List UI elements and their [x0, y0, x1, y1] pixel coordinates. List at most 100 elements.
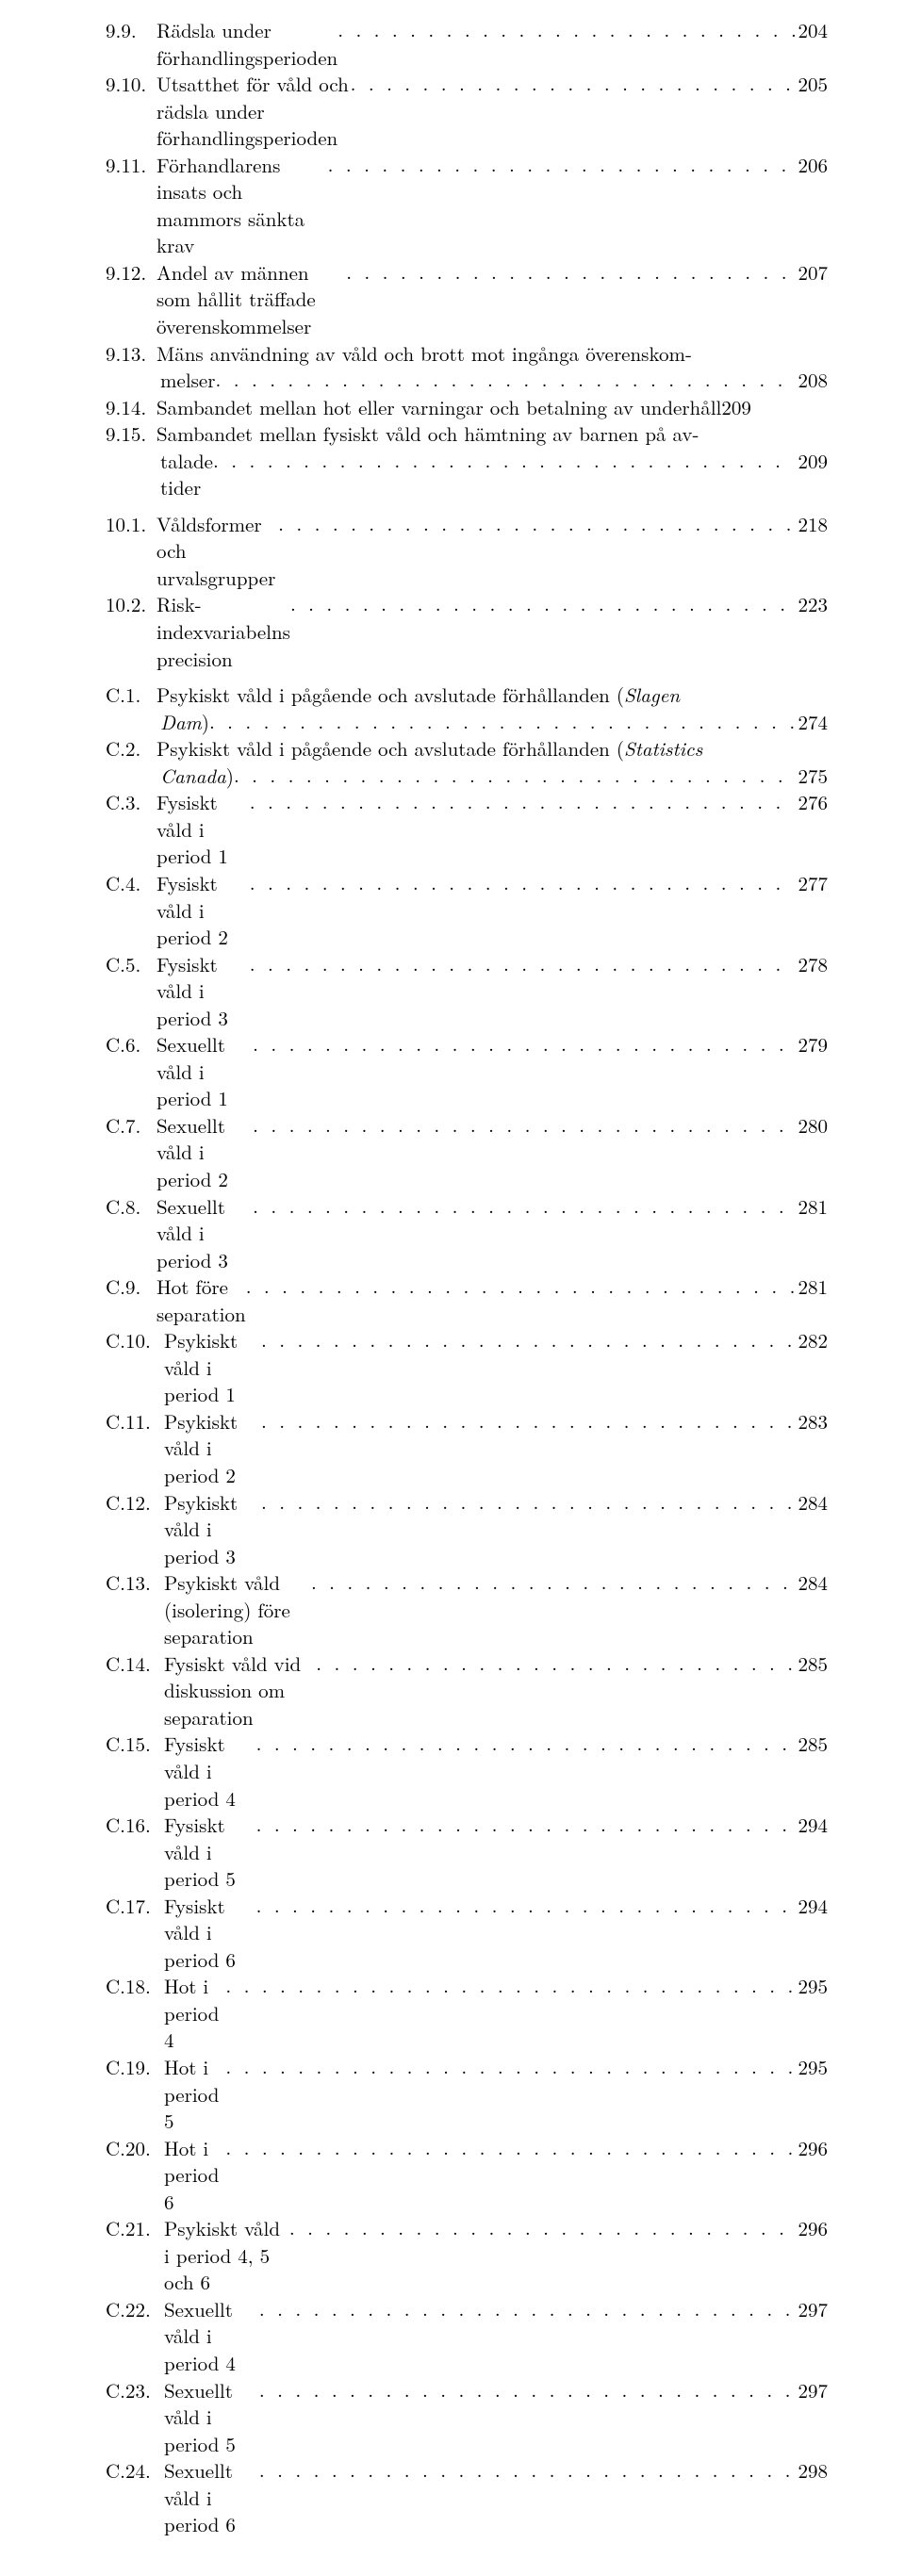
toc-page: 285 [795, 1650, 829, 1678]
toc-leader [351, 70, 795, 97]
toc-title: talade tider [160, 448, 213, 501]
toc-leader [253, 1030, 794, 1058]
toc-title-italic: Canada [160, 762, 226, 790]
toc-title-part: Psykiskt våld i pågående och avslutade f… [156, 734, 624, 763]
toc-leader [261, 1488, 795, 1516]
toc-entry: 10.1. Våldsformer och urvalsgrupper 218 [106, 511, 828, 592]
table-of-contents: 9.9. Rädsla under förhandlingsperioden 2… [106, 17, 828, 2538]
toc-title: Hot i period 5 [164, 2054, 225, 2135]
toc-title: Fysiskt våld i period 2 [156, 870, 250, 951]
toc-page: 277 [795, 870, 829, 897]
toc-title: Hot i period 6 [164, 2135, 225, 2216]
toc-entry: C.20.Hot i period 6296 [106, 2135, 828, 2216]
toc-leader [209, 708, 795, 735]
toc-number: C.15. [106, 1731, 164, 1758]
toc-page: 206 [795, 152, 829, 179]
toc-leader [250, 950, 795, 977]
toc-number: C.24. [106, 2457, 164, 2485]
toc-entry: C.18.Hot i period 4295 [106, 1973, 828, 2054]
toc-entry: C.1. Psykiskt våld i pågående och avslut… [106, 681, 828, 709]
toc-entry: C.22.Sexuellt våld i period 4297 [106, 2296, 828, 2377]
toc-number: C.9. [106, 1273, 156, 1301]
toc-page: 297 [795, 2296, 829, 2323]
toc-title: Fysiskt våld i period 4 [164, 1731, 256, 1812]
toc-title: Fysiskt våld i period 1 [156, 789, 250, 870]
toc-page: 282 [795, 1327, 829, 1354]
toc-number: 9.14. [106, 394, 156, 421]
toc-entry: C.7.Sexuellt våld i period 2 280 [106, 1112, 828, 1193]
toc-page: 205 [795, 71, 829, 98]
toc-number: C.5. [106, 951, 156, 978]
toc-number: 9.9. [106, 17, 156, 44]
toc-page: 278 [795, 951, 829, 978]
toc-title: Psykiskt våld i period 4, 5 och 6 [164, 2215, 289, 2296]
toc-number: C.8. [106, 1193, 156, 1221]
toc-leader [216, 366, 795, 393]
toc-title: Psykiskt våld (isolering) före separatio… [164, 1569, 311, 1650]
toc-page: 295 [795, 2054, 829, 2081]
toc-title: Psykiskt våld i period 3 [164, 1489, 261, 1570]
toc-leader [278, 510, 794, 537]
toc-leader [311, 1568, 795, 1596]
toc-leader [225, 1972, 794, 1999]
toc-title-italic: Slagen [624, 681, 680, 709]
toc-number: C.7. [106, 1112, 156, 1140]
toc-page: 209 [721, 394, 751, 421]
toc-number: C.4. [106, 870, 156, 897]
toc-entry: 9.10. Utsatthet för våld och rädsla unde… [106, 71, 828, 152]
toc-entry: C.10.Psykiskt våld i period 1282 [106, 1327, 828, 1408]
toc-entry: 10.2. Risk-indexvariabelns precision 223 [106, 591, 828, 672]
toc-title-part: Psykiskt våld i pågående och avslutade f… [156, 681, 624, 709]
toc-leader [259, 2456, 795, 2484]
toc-page: 281 [795, 1273, 829, 1301]
toc-title: Psykiskt våld i pågående och avslutade f… [156, 735, 702, 763]
toc-page: 280 [795, 1112, 829, 1140]
toc-title: Psykiskt våld i pågående och avslutade f… [156, 681, 680, 709]
toc-page: 283 [795, 1408, 829, 1436]
toc-entry: 9.11. Förhandlarens insats och mammors s… [106, 152, 828, 259]
toc-title-italic: Dam [160, 708, 202, 736]
toc-leader [225, 2134, 794, 2161]
toc-entry: 9.14. Sambandet mellan hot eller varning… [106, 394, 828, 421]
toc-title: Hot före separation [156, 1273, 246, 1327]
toc-title: Dam) [160, 709, 209, 736]
toc-title: Risk-indexvariabelns precision [156, 591, 290, 672]
toc-leader [246, 1272, 795, 1300]
toc-title: Hot i period 4 [164, 1973, 225, 2054]
toc-number: C.14. [106, 1650, 164, 1678]
toc-title: Förhandlarens insats och mammors sänkta … [156, 152, 328, 259]
toc-title-part: ) [202, 708, 209, 736]
toc-leader [328, 151, 795, 178]
toc-number: C.22. [106, 2296, 164, 2323]
toc-leader [253, 1192, 794, 1220]
toc-number: 9.13. [106, 340, 156, 368]
toc-page: 218 [795, 511, 829, 538]
toc-entry-cont: talade tider 209 [106, 448, 828, 501]
toc-page: 296 [795, 2215, 829, 2242]
toc-entry: C.21.Psykiskt våld i period 4, 5 och 629… [106, 2215, 828, 2296]
toc-title: Sexuellt våld i period 1 [156, 1031, 253, 1112]
toc-entry: 9.12. Andel av männen som hållit träffad… [106, 259, 828, 340]
toc-title: Andel av männen som hållit träffade över… [156, 259, 346, 340]
toc-page: 285 [795, 1731, 829, 1758]
toc-page: 294 [795, 1812, 829, 1839]
toc-entry: 9.15. Sambandet mellan fysiskt våld och … [106, 420, 828, 448]
toc-title: melser [160, 367, 216, 394]
toc-page: 297 [795, 2377, 829, 2404]
toc-title-italic: Statistics [624, 734, 702, 763]
toc-entry: C.24.Sexuellt våld i period 6298 [106, 2457, 828, 2538]
toc-page: 284 [795, 1489, 829, 1517]
toc-entry: C.8.Sexuellt våld i period 3281 [106, 1193, 828, 1274]
toc-number: 10.2. [106, 591, 156, 618]
toc-leader [213, 447, 794, 474]
toc-page: 279 [795, 1031, 829, 1058]
toc-title: Sexuellt våld i period 2 [156, 1112, 253, 1193]
toc-number: C.20. [106, 2135, 164, 2162]
toc-entry-cont: Canada) 275 [106, 763, 828, 790]
toc-title: Fysiskt våld i period 6 [164, 1893, 256, 1974]
toc-number: C.23. [106, 2377, 164, 2404]
toc-entry: C.14.Fysiskt våld vid diskussion om sepa… [106, 1650, 828, 1731]
toc-title: Utsatthet för våld och rädsla under förh… [156, 71, 351, 152]
toc-leader [256, 1811, 795, 1838]
toc-entry: C.3.Fysiskt våld i period 1276 [106, 789, 828, 870]
